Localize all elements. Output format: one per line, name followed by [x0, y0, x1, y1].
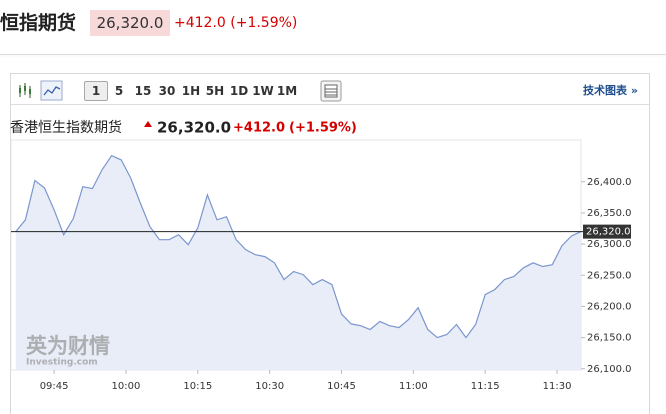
x-tick-label: 11:30 [543, 381, 572, 392]
x-tick-label: 11:15 [471, 381, 500, 392]
y-tick-label: 26,300.0 [587, 239, 632, 250]
area-fill [15, 155, 582, 370]
legend-change: +412.0 [233, 121, 285, 136]
interval-button[interactable]: 1H [181, 84, 201, 98]
price-change: +412.0 (+1.59%) [174, 15, 298, 31]
table-icon[interactable] [320, 80, 342, 102]
x-tick-label: 09:45 [40, 381, 69, 392]
interval-button[interactable]: 5 [114, 84, 124, 98]
interval-button[interactable]: 1D [229, 84, 249, 98]
current-price-label: 26,320.0 [586, 227, 631, 238]
page-title: 恒指期货 [0, 12, 77, 34]
interval-button[interactable]: 1 [84, 81, 108, 101]
watermark-sub: Investing.com [26, 358, 98, 368]
x-tick-label: 11:00 [399, 381, 428, 392]
interval-button[interactable]: 1W [252, 84, 274, 98]
y-tick-label: 26,200.0 [587, 301, 632, 312]
interval-button[interactable]: 5H [205, 84, 225, 98]
interval-button[interactable]: 30 [158, 84, 176, 98]
y-tick-label: 26,350.0 [587, 208, 632, 219]
x-tick-label: 10:00 [112, 381, 141, 392]
x-tick-label: 10:15 [183, 381, 212, 392]
current-price-box [583, 224, 631, 239]
technical-chart-link[interactable]: 技术图表 » [583, 84, 638, 97]
legend-price: 26,320.0 [157, 119, 231, 137]
x-tick-label: 10:45 [327, 381, 356, 392]
divider [10, 104, 649, 105]
chart-type-icons[interactable] [16, 80, 64, 102]
chart-title: 香港恒生指数期货 [10, 119, 122, 136]
price: 26,320.0 [90, 10, 170, 36]
up-marker [144, 121, 152, 127]
divider [0, 54, 666, 55]
watermark: 英为财情 [26, 334, 110, 358]
interval-button[interactable]: 1M [276, 84, 298, 98]
y-tick-label: 26,150.0 [587, 333, 632, 344]
legend-change-pct: (+1.59%) [289, 121, 357, 136]
y-tick-label: 26,400.0 [587, 177, 632, 188]
interval-button[interactable]: 15 [134, 84, 152, 98]
y-tick-label: 26,100.0 [587, 364, 632, 375]
y-tick-label: 26,250.0 [587, 270, 632, 281]
x-tick-label: 10:30 [255, 381, 284, 392]
price-line [15, 154, 582, 339]
